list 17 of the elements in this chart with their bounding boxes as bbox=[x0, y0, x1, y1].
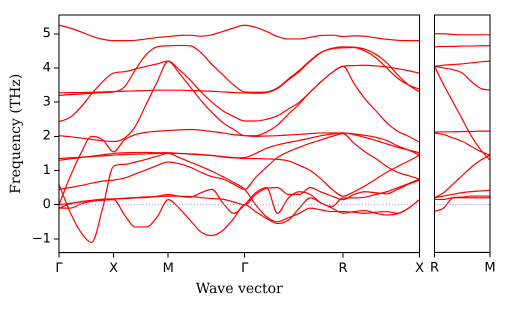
y-axis-title: Frequency (THz) bbox=[8, 74, 24, 194]
y-tick-label: −1 bbox=[32, 231, 51, 246]
y-tick-label: 5 bbox=[42, 26, 51, 42]
x-tick-label: X bbox=[415, 260, 424, 276]
x-tick-label: M bbox=[484, 260, 496, 276]
x-tick-label: M bbox=[162, 260, 174, 276]
y-tick-label: 2 bbox=[42, 128, 51, 144]
x-axis-title: Wave vector bbox=[196, 281, 284, 298]
x-tick-label: R bbox=[430, 260, 440, 276]
x-tick-label: X bbox=[109, 260, 118, 276]
x-tick-label: R bbox=[338, 260, 348, 276]
y-tick-label: 4 bbox=[42, 60, 51, 76]
y-tick-label: 1 bbox=[42, 162, 51, 178]
x-tick-label: Γ bbox=[55, 260, 64, 276]
y-tick-label: 3 bbox=[42, 94, 51, 110]
x-tick-label: Γ bbox=[241, 260, 250, 276]
y-tick-label: 0 bbox=[42, 197, 51, 212]
